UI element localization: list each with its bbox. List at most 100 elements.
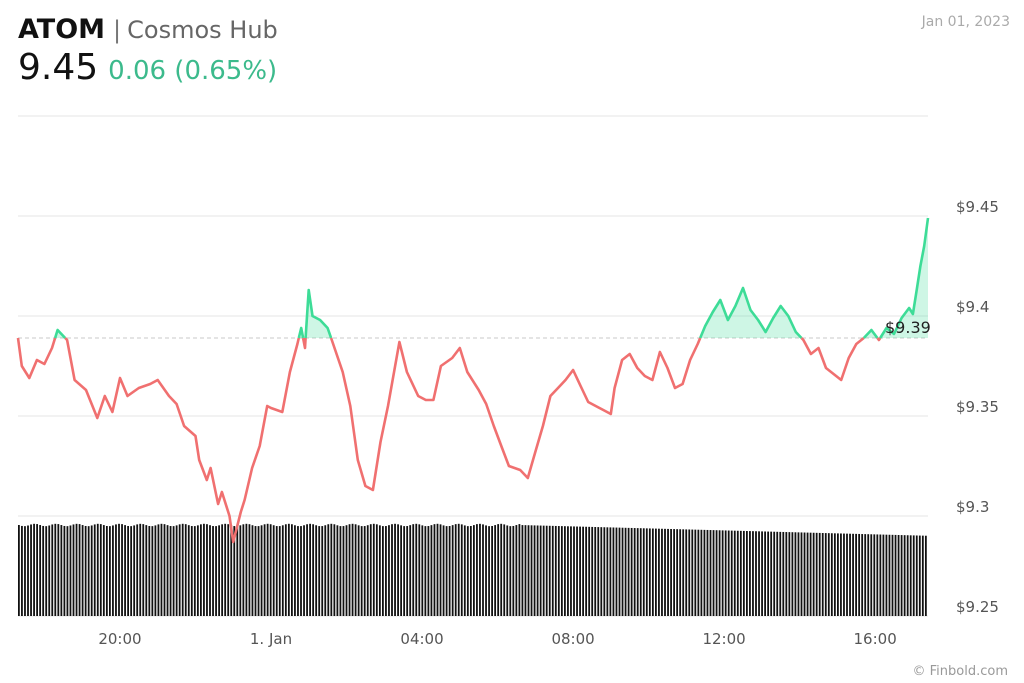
volume-bar [612,527,615,616]
volume-bar [409,525,412,616]
volume-bar [154,525,157,616]
volume-bar [312,524,315,616]
volume-bar [837,533,839,616]
volume-bar [491,525,493,616]
price-row: 9.45 0.06 (0.65%) [18,47,278,88]
volume-bar [169,526,172,616]
volume-bar [788,532,791,616]
volume-bar [573,526,575,616]
volume-bar [27,525,29,616]
volume-bar [415,523,418,616]
volume-bar [867,534,870,616]
volume-bar [466,526,469,616]
volume-bar [366,525,369,616]
volume-bar [436,523,439,616]
volume-bar [673,529,675,616]
volume-bar [105,525,108,616]
volume-bar [239,525,242,616]
volume-bar [75,523,78,616]
volume-bar [424,526,427,616]
volume-bar [212,526,214,616]
volume-bar [442,525,445,616]
volume-bar [600,527,603,616]
volume-bar [915,535,918,616]
volume-bar [818,532,821,616]
volume-bar [651,528,654,616]
volume-bar [833,533,836,616]
volume-bar [345,525,348,616]
volume-bar [721,530,724,616]
volume-bar [315,525,318,616]
volume-bar [685,529,688,616]
volume-bar [412,524,415,616]
x-tick-label: 04:00 [400,630,443,648]
volume-bar [251,525,254,616]
volume-bar [406,526,409,616]
volume-bar [864,534,867,616]
volume-bar [779,531,782,616]
volume-bar [764,531,766,616]
volume-bar [812,532,815,616]
price-line-down [64,337,301,544]
volume-bar [664,528,666,616]
volume-bar [451,525,454,616]
volume-bar [72,524,75,616]
volume-bar [882,534,885,616]
volume-bar [488,526,490,616]
volume-bar [536,525,539,616]
volume-bar [655,528,657,616]
volume-bar [233,526,236,616]
volume-bar [39,525,42,616]
volume-bar [594,527,597,616]
volume-bar [321,526,324,616]
volume-bar [603,527,606,616]
volume-bar [136,524,139,616]
volume-bar [369,524,372,616]
volume-bar [69,525,72,616]
volume-bar [160,523,163,616]
title-separator: | [113,16,122,44]
volume-bar [624,527,627,616]
volume-bar [248,524,251,616]
volume-bar [621,527,624,616]
volume-bar [348,524,351,616]
volume-bar [81,525,84,616]
volume-bar [148,526,151,616]
volume-bar [661,528,663,616]
volume-bar [773,531,776,616]
volume-bar [193,526,196,616]
volume-bar [633,528,636,616]
volume-bar [60,525,63,616]
volume-bar [503,524,506,616]
volume-bar [485,525,487,616]
volume-bar [330,523,333,616]
volume-bar [175,525,178,616]
x-tick-label: 1. Jan [250,630,292,648]
volume-bar [739,530,742,616]
price-line-down [16,337,57,380]
volume-bar [724,530,727,616]
volume-bar [224,523,227,616]
volume-bar [809,532,812,616]
volume-bar [846,533,848,616]
volume-bar [342,526,345,616]
volume-bar [333,524,336,616]
volume-bar [45,526,48,616]
volume-bar [24,526,26,616]
price-line-down [329,337,702,492]
volume-bar [797,532,800,616]
volume-bar [897,535,900,616]
volume-bar [230,525,233,616]
ticker-symbol: ATOM [18,14,106,45]
volume-bar [394,523,396,616]
y-tick-label: $9.4 [956,298,989,316]
price-line-up [879,217,930,339]
volume-bar [891,534,894,616]
volume-bar [391,524,393,616]
volume-bar [906,535,909,616]
volume-bar [615,527,618,616]
volume-bar [242,524,245,616]
volume-bar [139,523,142,616]
volume-bar [87,526,90,616]
volume-bar [888,534,891,616]
